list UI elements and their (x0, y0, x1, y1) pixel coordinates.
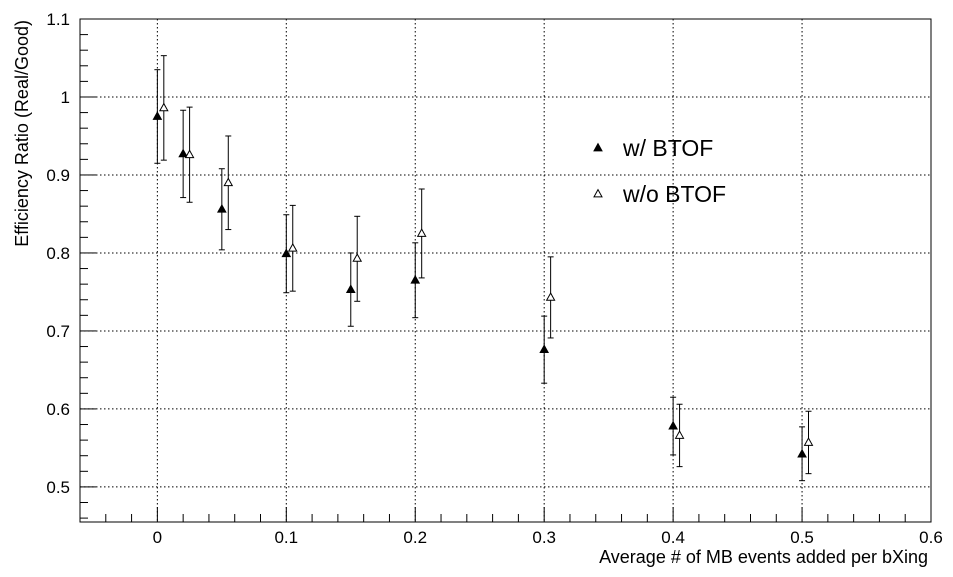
open-triangle-marker (223, 177, 234, 187)
filled-triangle-marker (216, 203, 227, 213)
series-with-btof-point (410, 242, 421, 319)
y-tick-label: 0.8 (46, 244, 70, 263)
series-with-btof-point (281, 214, 292, 294)
open-triangle-marker (287, 242, 298, 252)
x-tick-label: 0.4 (661, 528, 685, 547)
x-tick-label: 0 (153, 528, 162, 547)
y-tick-label: 0.6 (46, 400, 70, 419)
axes (79, 18, 932, 523)
open-triangle-marker (352, 253, 363, 262)
tick-marks (79, 18, 932, 522)
x-tick-label: 0.6 (919, 528, 943, 547)
x-axis-label: Average # of MB events added per bXing (599, 547, 928, 567)
filled-triangle-marker (410, 274, 421, 284)
series-without-btof-point (184, 106, 195, 203)
tick-labels: 0 0.1 0.2 0.3 0.4 0.5 0.6 0.5 0.6 0.7 0.8 0.9 1 1.1 (46, 10, 942, 547)
legend-entry: w/ BTOF (593, 135, 713, 161)
series-with-btof-point (152, 69, 163, 164)
series-without-btof-point (803, 410, 814, 475)
plot-frame (79, 18, 932, 523)
x-tick-label: 0.5 (790, 528, 814, 547)
legend-filled-triangle-icon (593, 142, 603, 152)
series-without-btof-point (674, 403, 685, 468)
series-with-btof-point (216, 168, 227, 251)
legend-label: w/ BTOF (622, 135, 713, 161)
y-tick-label: 1.1 (46, 10, 70, 29)
open-triangle-marker (674, 430, 685, 439)
legend-label: w/o BTOF (622, 181, 726, 207)
filled-triangle-marker (178, 148, 189, 158)
series-without-btof-point (223, 135, 234, 231)
y-tick-label: 1 (61, 88, 70, 107)
y-axis-label: Efficiency Ratio (Real/Good) (12, 20, 32, 247)
series-with-btof-point (797, 426, 807, 482)
series-without-btof-point (287, 204, 298, 292)
open-triangle-marker (803, 437, 814, 446)
y-tick-label: 0.5 (46, 478, 70, 497)
series-with-btof-point (345, 252, 356, 327)
series-without-btof-point (352, 215, 363, 302)
filled-triangle-marker (797, 448, 807, 458)
data-points (152, 55, 814, 482)
legend: w/ BTOF w/o BTOF (593, 135, 726, 207)
series-without-btof-point (545, 256, 556, 339)
x-tick-label: 0.2 (403, 528, 427, 547)
open-triangle-marker (416, 228, 427, 237)
series-with-btof-point (668, 396, 678, 456)
series-without-btof-point (158, 55, 169, 161)
open-triangle-marker (545, 292, 556, 301)
y-tick-label: 0.7 (46, 322, 70, 341)
filled-triangle-marker (152, 111, 163, 120)
series-with-btof-point (539, 315, 550, 384)
filled-triangle-marker (668, 420, 678, 430)
grid (80, 19, 931, 522)
x-tick-label: 0.3 (532, 528, 556, 547)
series-with-btof-point (178, 109, 189, 199)
series-without-btof-point (416, 188, 427, 279)
legend-open-triangle-icon (593, 188, 603, 198)
x-tick-label: 0.1 (274, 528, 298, 547)
filled-triangle-marker (345, 284, 356, 293)
open-triangle-marker (184, 149, 195, 159)
y-tick-label: 0.9 (46, 166, 70, 185)
open-triangle-marker (158, 102, 169, 112)
legend-entry: w/o BTOF (593, 181, 726, 207)
filled-triangle-marker (539, 344, 550, 354)
filled-triangle-marker (281, 248, 292, 258)
